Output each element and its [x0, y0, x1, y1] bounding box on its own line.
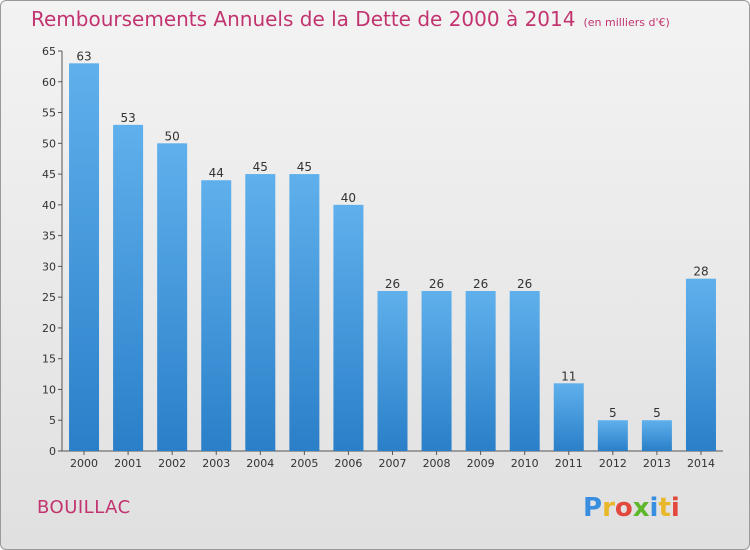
y-tick-label: 55: [42, 107, 56, 120]
data-label: 45: [297, 160, 312, 174]
x-tick-label: 2005: [290, 457, 318, 470]
y-tick-label: 20: [42, 322, 56, 335]
y-tick-label: 5: [49, 414, 56, 427]
bar: [465, 291, 496, 451]
data-label: 26: [429, 277, 444, 291]
x-tick-label: 2002: [158, 457, 186, 470]
logo-text: Proxiti: [583, 493, 680, 523]
data-label: 45: [253, 160, 268, 174]
y-tick-label: 45: [42, 168, 56, 181]
data-label: 40: [341, 191, 356, 205]
bar: [685, 278, 716, 451]
x-tick-label: 2013: [643, 457, 671, 470]
proxiti-logo: Proxiti: [583, 493, 680, 523]
y-tick-label: 0: [49, 445, 56, 458]
data-label: 63: [76, 49, 91, 63]
x-tick-label: 2012: [599, 457, 627, 470]
bar: [245, 174, 276, 452]
y-tick-label: 60: [42, 76, 56, 89]
data-label: 50: [165, 129, 180, 143]
data-label: 44: [209, 166, 224, 180]
data-label: 5: [609, 406, 617, 420]
x-tick-label: 2008: [423, 457, 451, 470]
bar: [333, 204, 364, 451]
x-tick-label: 2009: [467, 457, 495, 470]
x-tick-label: 2004: [246, 457, 274, 470]
x-tick-label: 2001: [114, 457, 142, 470]
data-label: 5: [653, 406, 661, 420]
title-text: Remboursements Annuels de la Dette de 20…: [31, 7, 576, 31]
bar: [113, 124, 144, 451]
y-tick-label: 25: [42, 291, 56, 304]
bar: [509, 291, 540, 451]
unit-label: (en milliers d'€): [583, 16, 670, 29]
x-tick-label: 2003: [202, 457, 230, 470]
y-tick-label: 40: [42, 199, 56, 212]
data-label: 26: [473, 277, 488, 291]
x-tick-label: 2000: [70, 457, 98, 470]
bar: [157, 143, 188, 452]
data-label: 26: [517, 277, 532, 291]
commune-name: BOUILLAC: [37, 497, 131, 518]
chart-title: Remboursements Annuels de la Dette de 20…: [31, 7, 670, 31]
bar: [597, 420, 628, 451]
y-tick-label: 15: [42, 353, 56, 366]
y-tick-label: 35: [42, 230, 56, 243]
data-label: 26: [385, 277, 400, 291]
y-tick-label: 65: [42, 45, 56, 58]
bars: [69, 63, 716, 452]
x-tick-label: 2006: [334, 457, 362, 470]
bar: [69, 63, 100, 452]
x-tick-label: 2007: [379, 457, 407, 470]
y-tick-label: 30: [42, 260, 56, 273]
x-tick-label: 2011: [555, 457, 583, 470]
bar: [553, 383, 584, 451]
data-labels: 63 53 50 44 45 45 40 26 26 26 26 11 5 5 28: [76, 49, 708, 420]
bar: [201, 180, 232, 451]
data-label: 28: [693, 265, 708, 279]
bar: [641, 420, 672, 451]
x-tick-label: 2014: [687, 457, 715, 470]
y-tick-label: 50: [42, 137, 56, 150]
bar: [377, 291, 408, 451]
data-label: 53: [120, 111, 135, 125]
bar: [421, 291, 452, 451]
y-tick-label: 10: [42, 383, 56, 396]
x-tick-label: 2010: [511, 457, 539, 470]
bar: [289, 174, 320, 452]
data-label: 11: [561, 369, 576, 383]
